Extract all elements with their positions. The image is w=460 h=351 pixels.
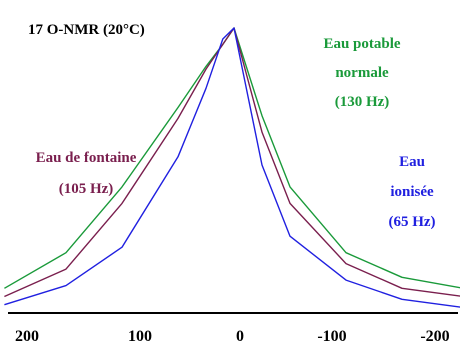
x-tick-label: 200 [15,328,39,345]
chart-title: 17 O-NMR (20°C) [28,22,145,38]
series-line-2 [4,27,460,308]
series-layer [4,27,460,308]
series-label-1-line-1: (105 Hz) [59,181,114,197]
x-tick-labels: 200 100 0 -100 -200 [15,328,450,345]
series-label-0-line-1: normale [335,65,389,81]
series-label-2-line-0: Eau [399,154,425,170]
series-line-1 [4,27,460,298]
x-tick-label: -100 [317,328,346,345]
series-label-0-line-0: Eau potable [323,36,400,52]
x-tick-label: -200 [420,328,449,345]
series-label-0-line-2: (130 Hz) [335,94,390,110]
x-tick-label: 100 [128,328,152,345]
series-label-2-line-1: ionisée [390,184,434,200]
x-tick-label: 0 [236,328,244,345]
series-label-1-line-0: Eau de fontaine [36,150,137,166]
series-label-2-line-2: (65 Hz) [388,214,435,230]
series-labels: Eau potable normale (130 Hz) Eau de fontain… [36,36,436,230]
